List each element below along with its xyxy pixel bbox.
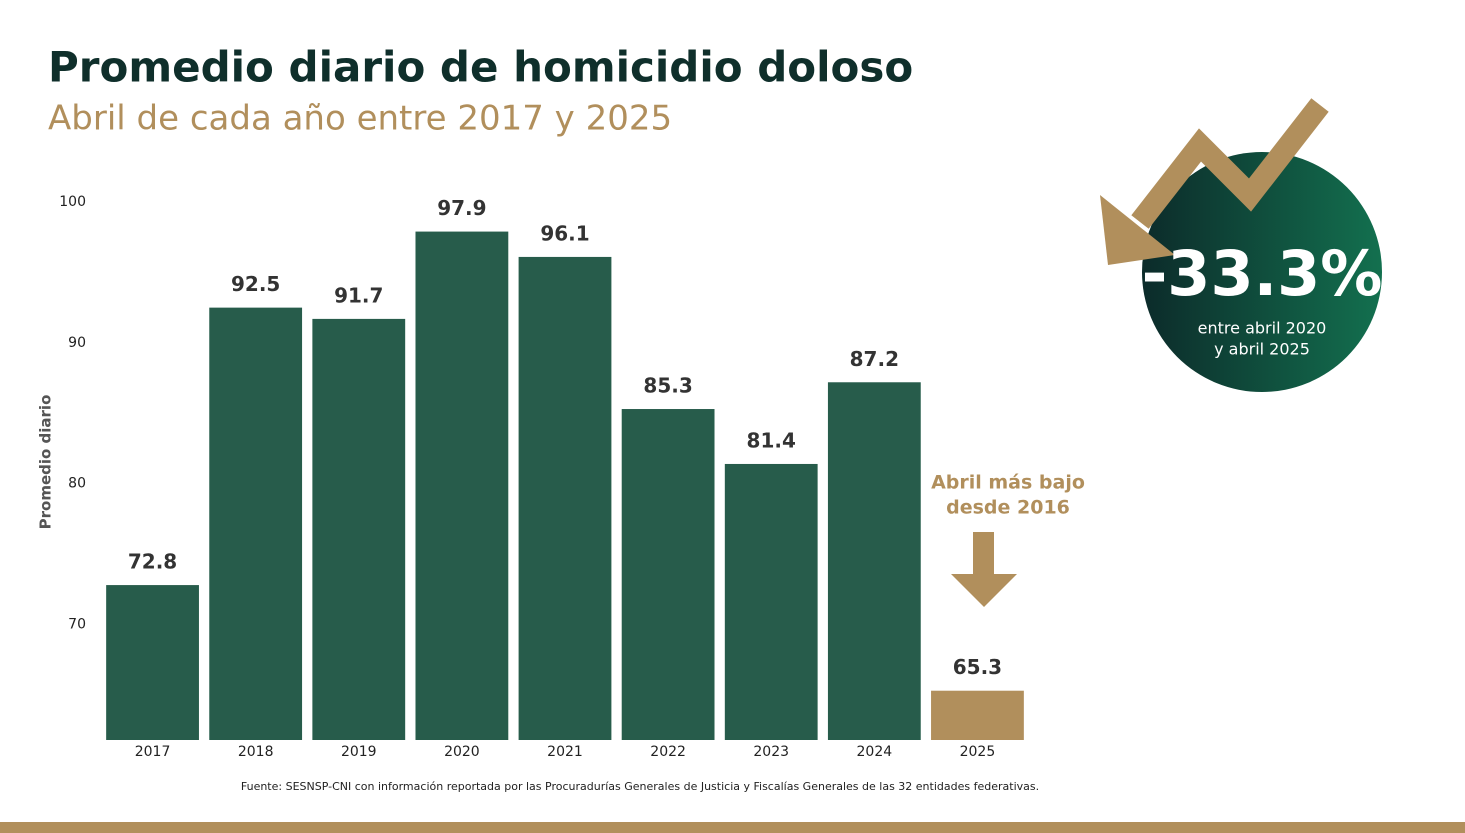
trend-arrow-head [1100,195,1175,265]
value-label: 81.4 [747,428,796,452]
x-tick-label: 2023 [753,744,789,760]
y-tick-label: 80 [68,476,86,492]
value-label: 87.2 [850,347,899,371]
bar [518,256,612,740]
x-tick-label: 2019 [341,744,377,760]
bar [312,318,406,740]
y-tick-label: 100 [59,194,86,210]
callout-text: y abril 2025 [1214,340,1310,359]
annotation-arrow [951,532,1017,607]
bar [415,231,509,740]
callout-text: entre abril 2020 [1198,319,1327,338]
x-tick-label: 2025 [960,744,996,760]
chart-title: Promedio diario de homicidio doloso [48,43,913,92]
chart-subtitle: Abril de cada año entre 2017 y 2025 [48,99,672,139]
source-note: Fuente: SESNSP-CNI con información repor… [241,780,1039,793]
x-tick-label: 2022 [650,744,686,760]
value-label: 85.3 [643,374,692,398]
annotation: desde 2016 [946,497,1070,519]
callout-value: -33.3% [1142,237,1383,310]
bar [724,463,818,740]
bar [931,690,1024,740]
x-tick-label: 2018 [238,744,274,760]
x-tick-label: 2024 [857,744,893,760]
x-tick-label: 2021 [547,744,583,760]
y-tick-label: 70 [68,617,86,633]
trend-arrow [1131,98,1329,229]
x-tick-label: 2017 [135,744,171,760]
y-axis-label: Promedio diario [37,395,55,530]
value-label: 91.7 [334,283,383,307]
bar [827,382,921,740]
callout-circle [1142,152,1382,392]
annotation: Abril más bajo [931,472,1085,494]
value-label: 92.5 [231,272,280,296]
y-tick-label: 90 [68,335,86,351]
value-label: 72.8 [128,550,177,574]
x-tick-label: 2020 [444,744,480,760]
bottom-band [0,822,1465,833]
bar [621,409,715,740]
bar [209,307,303,740]
value-label: 97.9 [437,196,486,220]
bar [106,585,199,740]
value-label: 65.3 [953,655,1002,679]
value-label: 96.1 [540,221,589,245]
